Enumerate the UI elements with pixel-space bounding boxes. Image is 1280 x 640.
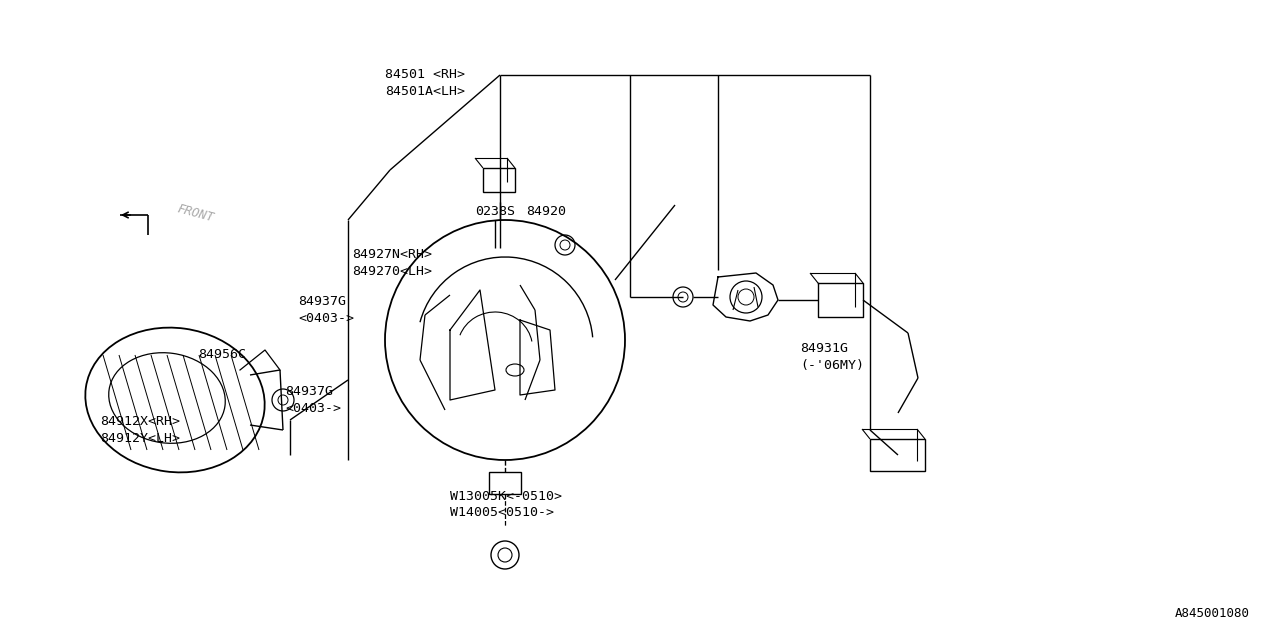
Text: 0238S: 0238S (475, 205, 515, 218)
Text: 84501 <RH>
84501A<LH>: 84501 <RH> 84501A<LH> (385, 68, 465, 97)
Text: 84931G
(-'06MY): 84931G (-'06MY) (800, 342, 864, 371)
Text: FRONT: FRONT (177, 202, 215, 224)
Text: A845001080: A845001080 (1175, 607, 1251, 620)
Text: W13005K<-0510>
W14005<0510->: W13005K<-0510> W14005<0510-> (451, 490, 562, 520)
Bar (870, 439, 925, 471)
Text: 84956C: 84956C (198, 348, 246, 361)
Text: 84937G
<0403->: 84937G <0403-> (298, 295, 355, 324)
Text: 84920: 84920 (526, 205, 566, 218)
Text: 84912X<RH>
84912Y<LH>: 84912X<RH> 84912Y<LH> (100, 415, 180, 445)
Bar (483, 168, 515, 192)
Text: 84937G
<0403->: 84937G <0403-> (285, 385, 340, 415)
Text: 84927N<RH>
849270<LH>: 84927N<RH> 849270<LH> (352, 248, 433, 278)
Bar (489, 472, 521, 494)
